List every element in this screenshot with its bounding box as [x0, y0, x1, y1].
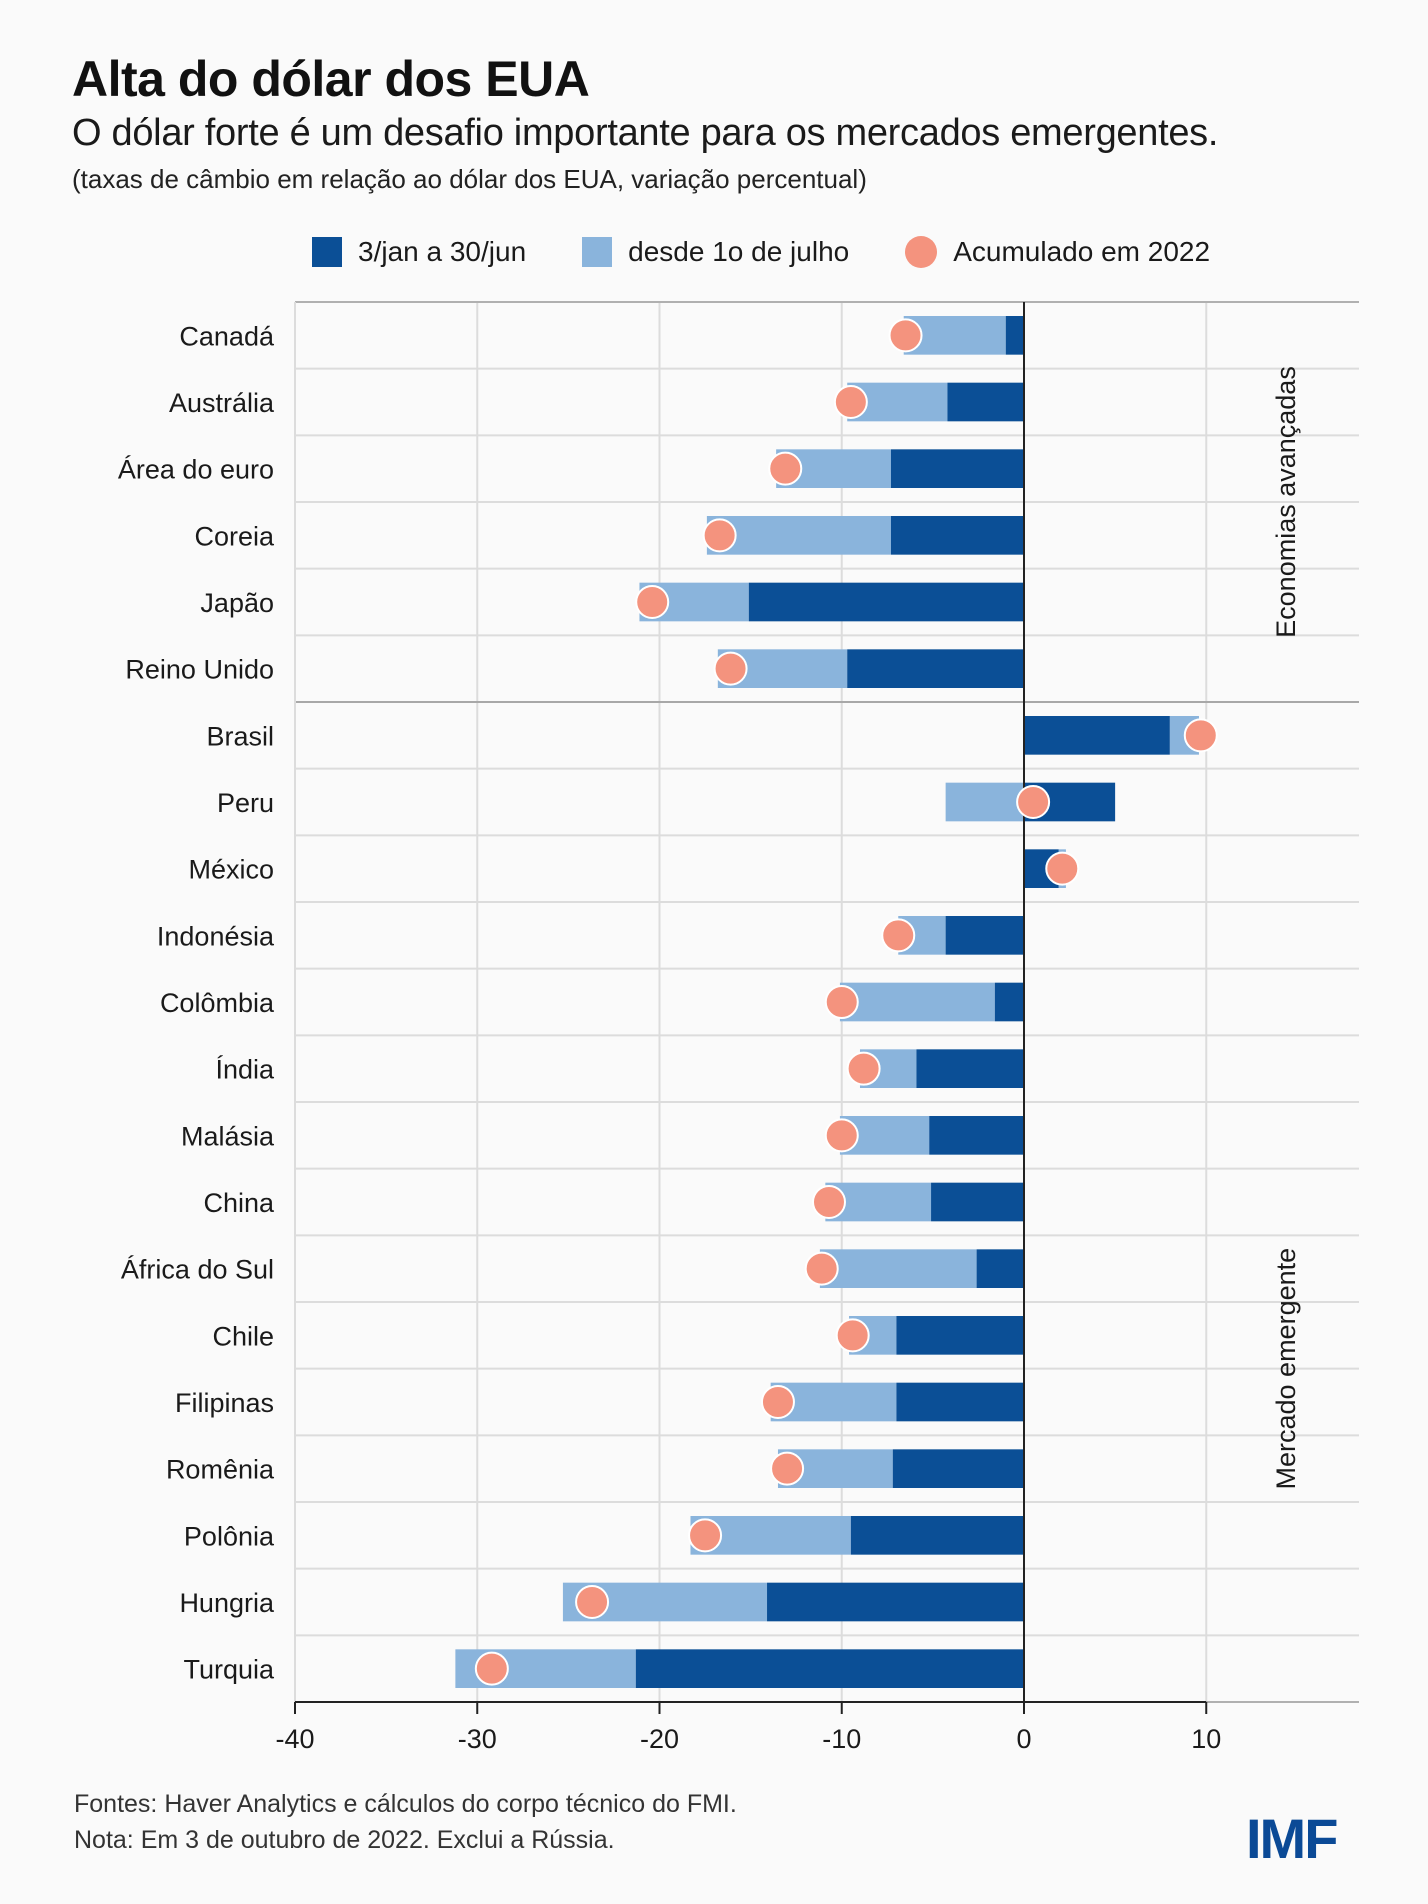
- category-label: Índia: [215, 1055, 275, 1085]
- bar-jan-jun: [850, 1516, 1024, 1555]
- point-ytd: [713, 651, 748, 686]
- category-label: Austrália: [169, 388, 275, 418]
- group-label: Mercado emergente: [1271, 1248, 1301, 1490]
- bar-jan-jun: [916, 1049, 1024, 1088]
- category-label: Reino Unido: [125, 655, 274, 685]
- category-label: Turquia: [183, 1655, 275, 1685]
- chart-subtitle: O dólar forte é um desafio importante pa…: [72, 112, 1219, 154]
- point-ytd: [888, 318, 923, 353]
- legend-item-ytd: Acumulado em 2022: [905, 236, 1210, 268]
- axis-layer: -40 -30 -20 -10 0 10: [275, 302, 1359, 1754]
- x-tick-label: 10: [1191, 1724, 1221, 1754]
- point-ytd: [881, 918, 916, 953]
- point-ytd: [635, 585, 670, 619]
- legend-item-h2: desde 1o de julho: [582, 236, 849, 268]
- bar-jan-jun: [748, 582, 1024, 622]
- legend-label-h1: 3/jan a 30/jun: [358, 236, 527, 267]
- bar-jan-jun: [890, 516, 1024, 555]
- point-ytd: [688, 1518, 723, 1553]
- category-label: Hungria: [179, 1588, 275, 1618]
- footer: Fontes: Haver Analytics e cálculos do co…: [74, 1786, 737, 1858]
- sources-note: Fontes: Haver Analytics e cálculos do co…: [74, 1790, 737, 1818]
- bar-jan-jun: [892, 1449, 1024, 1488]
- point-ytd: [1016, 785, 1051, 819]
- bar-jan-jun: [1005, 316, 1024, 355]
- category-label: Japão: [200, 588, 274, 618]
- point-ytd: [768, 451, 803, 486]
- category-label: Filipinas: [175, 1388, 274, 1418]
- point-ytd: [1045, 851, 1080, 886]
- labels-layer: Canadá Austrália Área do euro Coreia Japão Re…: [118, 321, 1301, 1684]
- legend-swatch-h1: [312, 237, 342, 267]
- point-ytd: [846, 1051, 881, 1086]
- legend: 3/jan a 30/jun desde 1o de julho Acumula…: [312, 236, 1210, 268]
- bar-since-july: [945, 782, 1024, 822]
- imf-logo: IMF: [1246, 1807, 1338, 1870]
- point-ytd: [1183, 718, 1218, 753]
- bar-jan-jun: [890, 449, 1024, 488]
- category-label: México: [188, 855, 274, 885]
- x-tick-label: 0: [1016, 1724, 1031, 1754]
- category-label: Romênia: [166, 1455, 275, 1485]
- x-tick-label: -20: [640, 1724, 679, 1754]
- group-label: Economias avançadas: [1271, 366, 1301, 638]
- bar-jan-jun: [896, 1316, 1024, 1355]
- category-label: Polônia: [184, 1521, 275, 1551]
- bar-jan-jun: [1024, 716, 1170, 755]
- point-ytd: [770, 1451, 805, 1486]
- category-label: Indonésia: [157, 921, 275, 951]
- bar-jan-jun: [896, 1382, 1024, 1422]
- x-tick-label: -30: [458, 1724, 497, 1754]
- bar-since-july: [839, 982, 995, 1022]
- category-label: Colômbia: [160, 988, 275, 1018]
- point-ytd: [824, 985, 859, 1019]
- bar-jan-jun: [931, 1182, 1024, 1222]
- legend-swatch-h2: [582, 237, 613, 267]
- chart-title: Alta do dólar dos EUA: [72, 51, 590, 107]
- bar-since-july: [706, 516, 891, 555]
- dots-layer: [474, 318, 1218, 1686]
- legend-label-h2: desde 1o de julho: [628, 236, 850, 267]
- x-tick-label: -40: [275, 1724, 314, 1754]
- bar-jan-jun: [994, 982, 1024, 1022]
- footnote: Nota: Em 3 de outubro de 2022. Exclui a …: [74, 1826, 615, 1854]
- point-ytd: [575, 1585, 610, 1619]
- legend-item-h1: 3/jan a 30/jun: [312, 236, 526, 268]
- category-label: Canadá: [179, 321, 275, 351]
- unit-note: (taxas de câmbio em relação ao dólar dos…: [72, 164, 867, 194]
- point-ytd: [833, 385, 868, 419]
- bar-jan-jun: [976, 1249, 1024, 1288]
- category-label: Coreia: [194, 521, 275, 551]
- point-ytd: [824, 1118, 859, 1153]
- category-label: Malásia: [181, 1121, 275, 1151]
- x-tick-label: -10: [822, 1724, 861, 1754]
- category-label: China: [203, 1188, 275, 1218]
- bar-jan-jun: [635, 1649, 1024, 1688]
- bar-since-july: [819, 1249, 977, 1288]
- point-ytd: [811, 1185, 846, 1219]
- point-ytd: [702, 518, 737, 553]
- category-label: Área do euro: [118, 455, 274, 485]
- category-label: África do Sul: [121, 1255, 274, 1285]
- point-ytd: [760, 1385, 795, 1419]
- bar-jan-jun: [767, 1582, 1024, 1622]
- bar-jan-jun: [945, 916, 1024, 955]
- bar-jan-jun: [847, 649, 1024, 688]
- legend-swatch-ytd: [905, 236, 938, 268]
- point-ytd: [474, 1651, 509, 1686]
- point-ytd: [835, 1318, 870, 1353]
- category-label: Brasil: [206, 721, 274, 751]
- category-label: Peru: [217, 788, 274, 818]
- category-label: Chile: [212, 1321, 274, 1351]
- bar-jan-jun: [929, 1116, 1024, 1155]
- bar-jan-jun: [947, 382, 1024, 422]
- point-ytd: [804, 1251, 839, 1286]
- legend-label-ytd: Acumulado em 2022: [953, 236, 1211, 267]
